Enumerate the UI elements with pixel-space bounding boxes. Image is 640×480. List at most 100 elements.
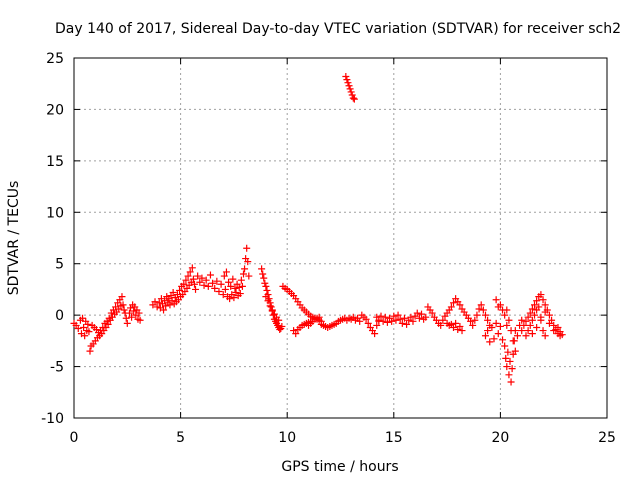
y-axis-title: SDTVAR / TECUs xyxy=(6,181,22,296)
axis-ticks: 0 5 10 15 20 25 -10 -5 0 5 10 15 20 25 xyxy=(41,51,616,446)
data-point xyxy=(345,82,353,90)
data-point xyxy=(418,310,426,318)
data-point xyxy=(507,378,515,386)
data-point xyxy=(123,319,131,327)
data-point xyxy=(85,328,93,336)
data-point xyxy=(456,322,464,330)
y-tick-label: 25 xyxy=(46,51,64,67)
data-point xyxy=(556,332,564,340)
grid xyxy=(74,58,607,418)
data-point xyxy=(364,319,372,327)
data-point xyxy=(502,354,510,362)
data-point xyxy=(537,313,545,321)
x-tick-label: 25 xyxy=(598,430,616,446)
data-point xyxy=(473,311,481,319)
data-point xyxy=(259,270,267,278)
data-point xyxy=(415,314,423,322)
data-point xyxy=(535,303,543,311)
data-point xyxy=(449,299,457,307)
data-point xyxy=(400,314,408,322)
data-point xyxy=(494,303,502,311)
data-point xyxy=(488,323,496,331)
data-point xyxy=(189,275,197,283)
data-point xyxy=(128,313,136,321)
data-point xyxy=(235,283,243,291)
data-point xyxy=(80,323,88,331)
data-point xyxy=(403,320,411,328)
data-point xyxy=(511,347,519,355)
data-point xyxy=(407,313,415,321)
data-point xyxy=(439,316,447,324)
data-point xyxy=(262,282,270,290)
data-point xyxy=(528,330,536,338)
y-tick-label: 15 xyxy=(46,154,64,170)
data-point xyxy=(192,285,200,293)
data-point xyxy=(258,265,266,273)
data-point xyxy=(539,296,547,304)
data-point xyxy=(541,332,549,340)
data-point xyxy=(84,320,92,328)
y-tick-label: -10 xyxy=(41,411,64,427)
data-point xyxy=(383,318,391,326)
data-point xyxy=(220,272,228,280)
data-point xyxy=(496,322,504,330)
data-point xyxy=(371,330,379,338)
data-point xyxy=(244,258,252,266)
data-point xyxy=(81,332,89,340)
data-point xyxy=(501,311,509,319)
data-point xyxy=(153,303,161,311)
data-point xyxy=(449,323,457,331)
data-point xyxy=(518,327,526,335)
data-point xyxy=(545,311,553,319)
data-point xyxy=(104,320,112,328)
data-point xyxy=(119,301,127,309)
data-point xyxy=(243,244,251,252)
data-point xyxy=(507,327,515,335)
y-tick-label: -5 xyxy=(50,360,64,376)
data-point xyxy=(545,319,553,327)
data-point xyxy=(200,281,208,289)
data-point xyxy=(522,317,530,325)
data-point xyxy=(362,315,370,323)
data-point xyxy=(118,293,126,301)
data-point xyxy=(492,319,500,327)
data-point xyxy=(169,289,177,297)
data-point xyxy=(413,309,421,317)
data-point xyxy=(356,317,364,325)
data-point xyxy=(237,276,245,284)
data-points xyxy=(70,73,566,386)
data-point xyxy=(261,279,269,287)
data-point xyxy=(452,319,460,327)
data-point xyxy=(155,299,163,307)
data-point xyxy=(136,316,144,324)
data-point xyxy=(186,268,194,276)
data-point xyxy=(198,274,206,282)
data-point xyxy=(501,342,509,350)
data-point xyxy=(490,335,498,343)
data-point xyxy=(539,327,547,335)
data-point xyxy=(503,321,511,329)
data-point xyxy=(396,315,404,323)
data-point xyxy=(221,285,229,293)
data-point xyxy=(346,85,354,93)
data-point xyxy=(342,73,350,81)
data-point xyxy=(347,88,355,96)
data-point xyxy=(541,301,549,309)
data-point xyxy=(229,275,237,283)
data-point xyxy=(458,327,466,335)
data-point xyxy=(504,348,512,356)
data-point xyxy=(264,297,272,305)
data-point xyxy=(533,323,541,331)
data-point xyxy=(130,307,138,315)
data-point xyxy=(499,306,507,314)
data-point xyxy=(554,323,562,331)
data-point xyxy=(209,279,217,287)
data-point xyxy=(226,295,234,303)
data-point xyxy=(315,313,323,321)
data-point xyxy=(263,286,271,294)
data-point xyxy=(74,325,82,333)
data-point xyxy=(180,280,188,288)
data-point xyxy=(343,76,351,84)
data-point xyxy=(528,316,536,324)
y-tick-label: 10 xyxy=(46,205,64,221)
